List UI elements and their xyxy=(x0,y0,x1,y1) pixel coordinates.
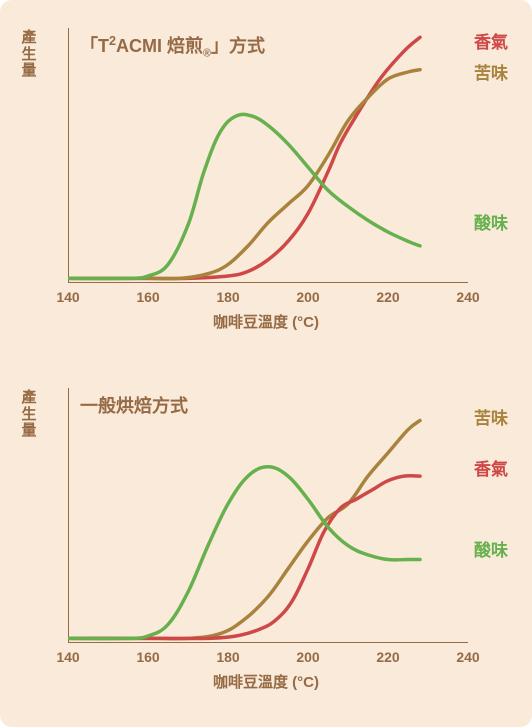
x-tick-label: 140 xyxy=(56,649,79,665)
page-container: 產生量「T2ACMI 焙煎®」方式140160180200220240咖啡豆溫度… xyxy=(0,0,532,727)
series-line xyxy=(68,476,420,639)
x-axis-label: 咖啡豆溫度 (°C) xyxy=(20,671,512,692)
plot-area xyxy=(68,28,468,283)
series-label: 香氣 xyxy=(474,28,508,53)
x-tick-label: 200 xyxy=(296,289,319,305)
x-tick-label: 200 xyxy=(296,649,319,665)
x-tick-label: 160 xyxy=(136,289,159,305)
x-tick-label: 160 xyxy=(136,649,159,665)
series-label: 苦味 xyxy=(474,404,508,429)
y-axis-label: 產生量 xyxy=(20,30,38,80)
x-axis-label: 咖啡豆溫度 (°C) xyxy=(20,311,512,332)
series-label: 苦味 xyxy=(474,59,508,84)
x-tick-label: 140 xyxy=(56,289,79,305)
plot-area xyxy=(68,388,468,643)
series-line xyxy=(68,37,420,278)
x-tick-label: 240 xyxy=(456,289,479,305)
series-line xyxy=(68,421,420,639)
chart-t2acmi: 產生量「T2ACMI 焙煎®」方式140160180200220240咖啡豆溫度… xyxy=(20,20,512,350)
x-tick-label: 220 xyxy=(376,649,399,665)
series-label: 酸味 xyxy=(474,209,508,234)
series-label: 酸味 xyxy=(474,536,508,561)
x-tick-label: 220 xyxy=(376,289,399,305)
series-line xyxy=(68,114,420,278)
chart-general: 產生量一般烘焙方式140160180200220240咖啡豆溫度 (°C)苦味香… xyxy=(20,380,512,710)
x-tick-label: 180 xyxy=(216,649,239,665)
x-tick-label: 180 xyxy=(216,289,239,305)
y-axis-label: 產生量 xyxy=(20,390,38,440)
x-tick-label: 240 xyxy=(456,649,479,665)
series-label: 香氣 xyxy=(474,455,508,480)
